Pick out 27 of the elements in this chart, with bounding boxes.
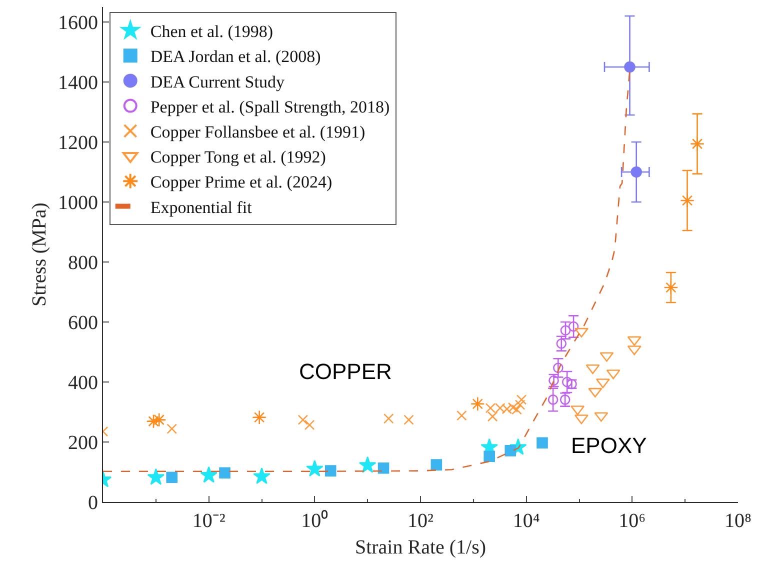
x-axis-title: Strain Rate (1/s)	[354, 536, 486, 558]
y-tick-label: 800	[68, 252, 98, 274]
legend-label: Copper Tong et al. (1992)	[150, 148, 326, 167]
x-tick-label: 10⁴	[512, 510, 540, 532]
y-tick-label: 200	[68, 432, 98, 454]
legend-label: Exponential fit	[150, 198, 252, 217]
y-tick-label: 1600	[58, 12, 98, 34]
legend-label: DEA Current Study	[150, 72, 285, 92]
y-tick-label: 0	[88, 492, 98, 514]
y-axis-title: Stress (MPa)	[28, 202, 50, 306]
x-tick-label: 10⁸	[724, 510, 752, 532]
legend-label: Chen et al. (1998)	[150, 22, 274, 42]
x-tick-label: 10⁻²	[192, 510, 226, 532]
y-tick-label: 1200	[58, 132, 98, 154]
x-tick-label: 10⁶	[618, 510, 646, 532]
y-tick-label: 600	[68, 312, 98, 334]
x-tick-label: 10⁰	[301, 509, 328, 532]
y-tick-label: 1000	[58, 192, 98, 214]
y-tick-label: 400	[68, 372, 98, 394]
legend-label: Copper Follansbee et al. (1991)	[150, 122, 366, 142]
legend-label: Copper Prime et al. (2024)	[150, 172, 332, 192]
annotation: EPOXY	[571, 433, 648, 458]
annotation: COPPER	[299, 359, 392, 384]
y-tick-label: 1400	[58, 72, 98, 94]
legend-label: Pepper et al. (Spall Strength, 2018)	[150, 97, 390, 116]
x-tick-label: 10²	[408, 510, 434, 532]
legend-label: DEA Jordan et al. (2008)	[150, 47, 321, 66]
